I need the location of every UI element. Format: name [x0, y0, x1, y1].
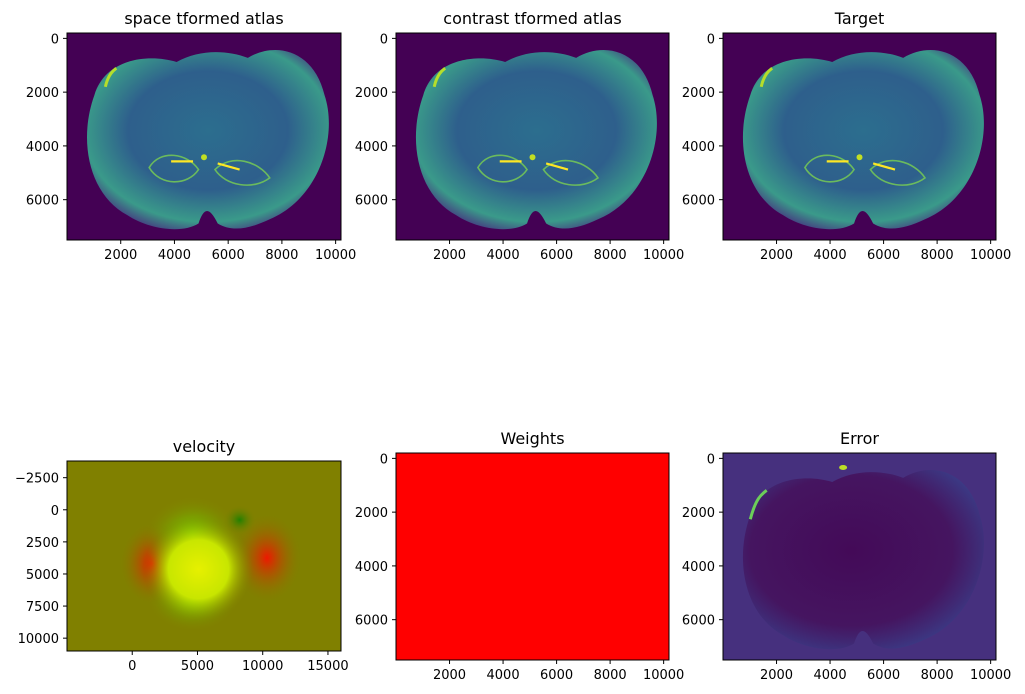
x-tick-label: 2000: [104, 248, 137, 263]
x-tick-label: 2000: [760, 668, 793, 683]
ventricle-right: [213, 159, 271, 186]
x-tick-label: 6000: [867, 248, 900, 263]
y-tick-label: 7500: [26, 600, 59, 615]
y-tick-label: 0: [380, 452, 388, 467]
bright-spot: [856, 154, 863, 161]
bright-rim: [432, 66, 447, 88]
bright-structures: [826, 160, 896, 171]
bright-structures: [499, 160, 569, 171]
y-tick-label: 5000: [26, 568, 59, 583]
y-tick-label: 0: [707, 32, 715, 47]
axes-frame: [395, 32, 670, 241]
velocity-core: [143, 516, 254, 623]
x-tick-label: 8000: [921, 248, 954, 263]
bright-rim: [103, 66, 118, 88]
x-tick-label: 6000: [212, 248, 245, 263]
x-tick-label: 8000: [921, 668, 954, 683]
y-tick-label: 4000: [682, 560, 715, 575]
x-tick-label: 4000: [158, 248, 191, 263]
y-tick-label: 0: [380, 32, 388, 47]
brain-tissue: [415, 49, 657, 230]
bright-spot: [529, 154, 536, 161]
ventricle-right: [869, 159, 927, 186]
brain-tissue: [742, 49, 984, 230]
axes-frame: [722, 32, 997, 241]
y-tick-label: 6000: [355, 614, 388, 629]
uniform-image: [396, 453, 669, 660]
y-tick-label: −2500: [15, 472, 59, 487]
x-tick-label: 15000: [307, 659, 348, 674]
x-tick-label: 8000: [265, 248, 298, 263]
y-tick-label: 2000: [682, 506, 715, 521]
chart-title: Weights: [500, 429, 564, 448]
y-tick-label: 6000: [26, 194, 59, 209]
x-tick-label: 2000: [760, 248, 793, 263]
y-tick-label: 0: [51, 504, 59, 519]
ventricle-left: [803, 154, 855, 183]
axes-frame: [722, 452, 997, 661]
x-tick-label: 6000: [867, 668, 900, 683]
x-tick-label: 2000: [433, 668, 466, 683]
x-tick-label: 10000: [643, 668, 684, 683]
x-tick-label: 6000: [540, 248, 573, 263]
brain-tissue: [87, 49, 329, 230]
bright-rim: [759, 66, 774, 88]
chart-panel-6: Error 2000 4000 6000 8000 10000 0 2000 4000 6000: [682, 429, 1011, 683]
y-tick-label: 6000: [682, 614, 715, 629]
x-tick-label: 5000: [181, 659, 214, 674]
error-spot: [839, 464, 848, 470]
x-tick-label: 4000: [814, 248, 847, 263]
chart-title: contrast tformed atlas: [443, 9, 621, 28]
y-tick-label: 0: [707, 452, 715, 467]
x-tick-label: 2000: [433, 248, 466, 263]
x-tick-label: 10000: [315, 248, 356, 263]
chart-panel-5: Weights 2000 4000 6000 8000 10000 0 2000 4000 600…: [355, 429, 684, 683]
x-tick-label: 0: [128, 659, 136, 674]
x-tick-label: 4000: [487, 668, 520, 683]
chart-panel-4: velocity 0 5000 10000 15000 −2500 0 2500 5000 750…: [15, 437, 349, 674]
y-tick-label: 2000: [355, 86, 388, 101]
chart-title: Error: [840, 429, 879, 448]
x-tick-label: 4000: [814, 668, 847, 683]
error-region: [742, 469, 984, 650]
chart-panel-2: contrast tformed atlas 2000 4000 6000 8000 10…: [355, 9, 684, 263]
x-tick-label: 10000: [970, 668, 1011, 683]
y-tick-label: 6000: [355, 194, 388, 209]
bright-spot: [201, 154, 207, 161]
axes-frame: [66, 32, 342, 241]
y-tick-label: 0: [51, 32, 59, 47]
ventricle-left: [148, 154, 200, 183]
x-tick-label: 4000: [487, 248, 520, 263]
ventricle-right: [542, 159, 600, 186]
y-tick-label: 4000: [355, 140, 388, 155]
x-tick-label: 10000: [242, 659, 283, 674]
y-tick-label: 2000: [355, 506, 388, 521]
chart-panel-3: Target 2000 4000 6000 8000 10000 0 2000 4000 6000: [682, 9, 1011, 263]
chart-panel-1: space tformed atlas 2000 4000 6000 8000 10000…: [26, 9, 356, 263]
y-tick-label: 4000: [355, 560, 388, 575]
chart-title: velocity: [173, 437, 236, 456]
chart-title: space tformed atlas: [124, 9, 283, 28]
velocity-dark-spot: [223, 504, 257, 536]
x-tick-label: 10000: [970, 248, 1011, 263]
y-tick-label: 10000: [18, 632, 59, 647]
axes-frame: [395, 452, 670, 661]
y-tick-label: 2500: [26, 536, 59, 551]
axes-frame: [66, 460, 342, 652]
y-tick-label: 4000: [26, 140, 59, 155]
x-tick-label: 6000: [540, 668, 573, 683]
y-tick-label: 2000: [26, 86, 59, 101]
ventricle-left: [476, 154, 528, 183]
y-tick-label: 2000: [682, 86, 715, 101]
error-rim: [748, 489, 768, 520]
x-tick-label: 8000: [594, 668, 627, 683]
chart-title: Target: [834, 9, 885, 28]
x-tick-label: 8000: [594, 248, 627, 263]
bright-structures: [171, 160, 240, 171]
y-tick-label: 4000: [682, 140, 715, 155]
x-tick-label: 10000: [643, 248, 684, 263]
y-tick-label: 6000: [682, 194, 715, 209]
